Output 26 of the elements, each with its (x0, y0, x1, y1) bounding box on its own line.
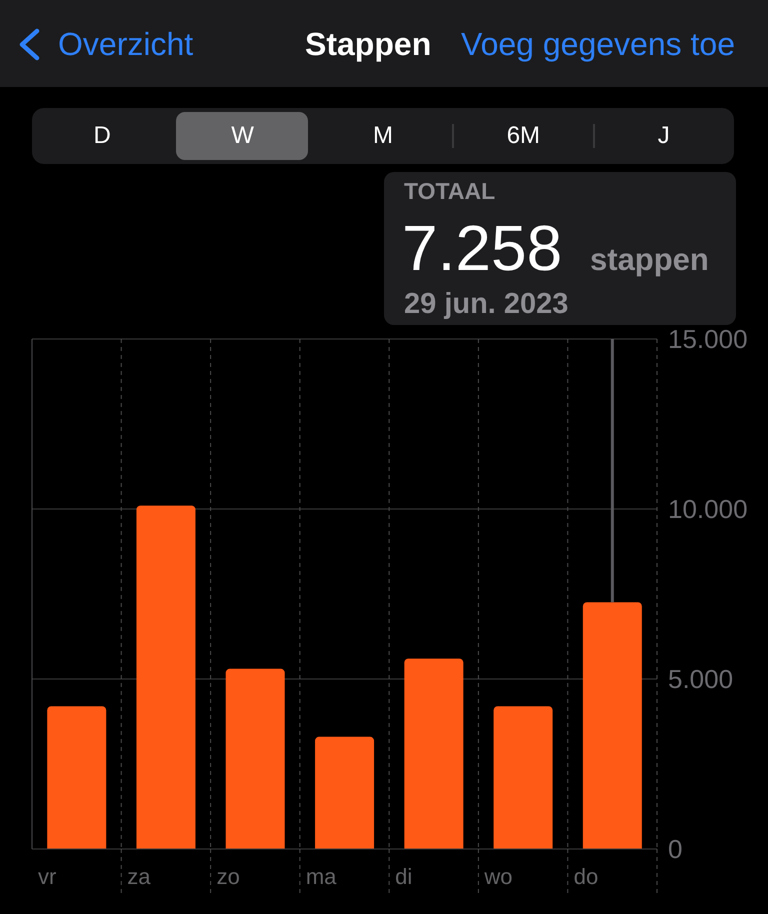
text: stappen (590, 242, 709, 277)
bar (226, 668, 285, 849)
x-tick-label: ma (306, 864, 338, 889)
x-tick-label: di (395, 864, 412, 889)
text: Overzicht (58, 26, 194, 62)
bar (404, 658, 464, 849)
chart-title: Stappen (305, 26, 432, 62)
text: Voeg gegevens toe (460, 26, 735, 62)
x-tick-label: za (127, 864, 152, 889)
y-tick-label: 15.000 (668, 324, 748, 354)
x-tick-label: wo (483, 864, 513, 889)
y-tick-label: 10.000 (668, 494, 748, 524)
x-tick-label: vr (38, 864, 56, 889)
y-tick-label: 5.000 (668, 664, 734, 694)
bar (315, 736, 374, 849)
text: TOTAAL (404, 178, 496, 204)
x-tick-label: do (574, 864, 598, 889)
text: 7.258 (402, 212, 562, 284)
x-tick-label: zo (216, 864, 240, 889)
bar (494, 706, 553, 849)
bar (136, 506, 196, 849)
y-tick-label: 0 (668, 834, 682, 864)
bar (47, 706, 106, 849)
bar (582, 602, 642, 849)
text: 29 jun. 2023 (404, 288, 568, 320)
segmented-control: D W M 6M J (32, 108, 734, 164)
